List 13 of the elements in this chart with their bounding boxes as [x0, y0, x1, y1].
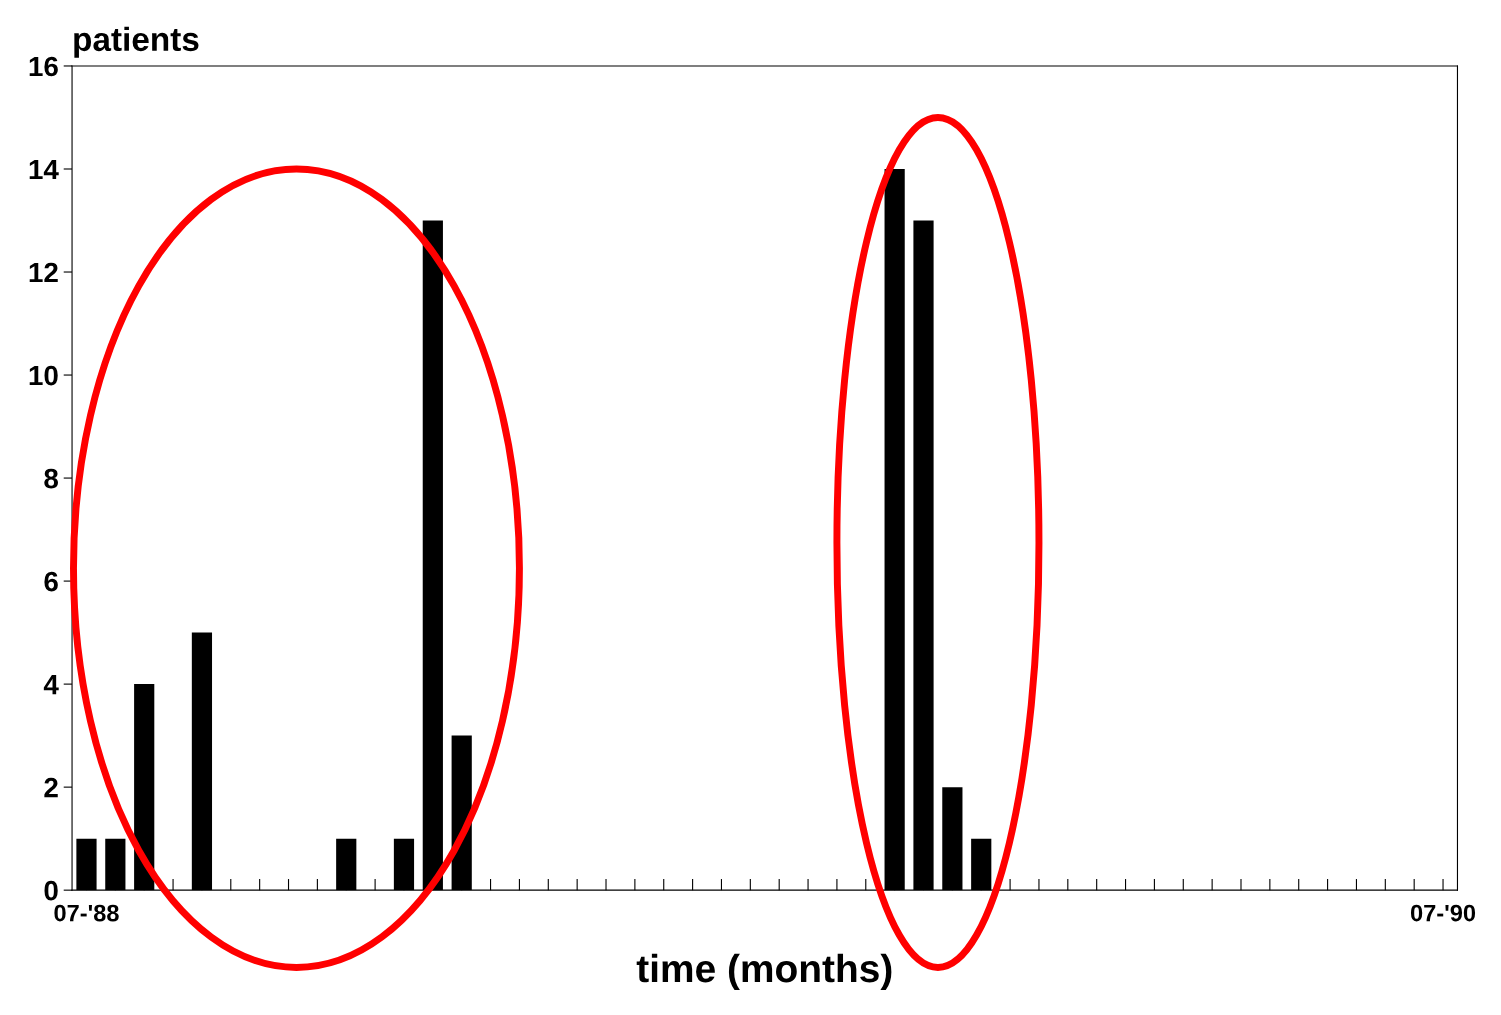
y-tick-label: 16	[29, 56, 58, 77]
y-tick-label: 4	[43, 675, 59, 695]
y-tick-label: 8	[44, 468, 58, 489]
y-tick-label: 14	[29, 159, 59, 180]
x-tick-label: 07-'88	[54, 904, 119, 922]
y-tick-label: 0	[44, 880, 58, 901]
x-axis-title: time (months)	[636, 953, 892, 991]
y-tick-label: 10	[29, 365, 58, 386]
y-tick-label: 2	[44, 777, 58, 798]
x-tick-label: 07-'90	[1410, 904, 1476, 922]
y-tick-label: 6	[44, 571, 58, 592]
y-tick-label: 12	[29, 262, 58, 283]
y-axis-title: patients	[74, 26, 199, 58]
